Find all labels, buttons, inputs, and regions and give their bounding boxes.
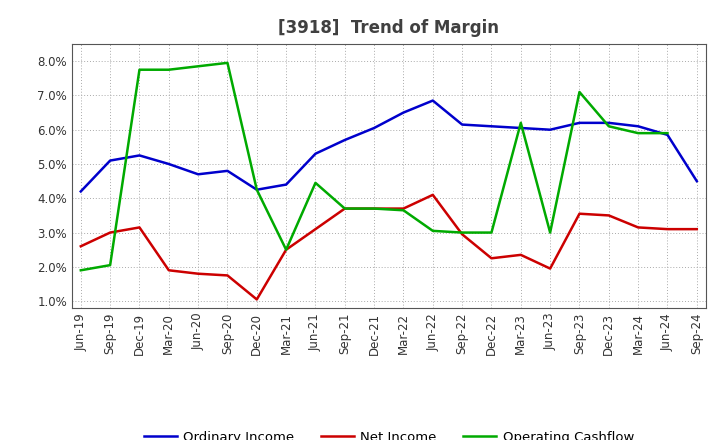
Ordinary Income	[399, 110, 408, 115]
Ordinary Income	[253, 187, 261, 192]
Ordinary Income	[605, 120, 613, 125]
Net Income	[487, 256, 496, 261]
Ordinary Income	[693, 179, 701, 184]
Ordinary Income	[487, 124, 496, 129]
Ordinary Income	[634, 124, 642, 129]
Operating Cashflow	[341, 206, 349, 211]
Operating Cashflow	[605, 124, 613, 129]
Line: Operating Cashflow: Operating Cashflow	[81, 63, 667, 270]
Ordinary Income	[370, 125, 379, 131]
Net Income	[370, 206, 379, 211]
Operating Cashflow	[311, 180, 320, 186]
Ordinary Income	[516, 125, 525, 131]
Operating Cashflow	[164, 67, 173, 72]
Operating Cashflow	[663, 131, 672, 136]
Net Income	[223, 273, 232, 278]
Operating Cashflow	[575, 89, 584, 95]
Ordinary Income	[194, 172, 202, 177]
Net Income	[399, 206, 408, 211]
Net Income	[76, 244, 85, 249]
Ordinary Income	[282, 182, 290, 187]
Net Income	[253, 297, 261, 302]
Ordinary Income	[428, 98, 437, 103]
Ordinary Income	[164, 161, 173, 167]
Net Income	[605, 213, 613, 218]
Operating Cashflow	[194, 64, 202, 69]
Operating Cashflow	[399, 208, 408, 213]
Net Income	[106, 230, 114, 235]
Net Income	[575, 211, 584, 216]
Ordinary Income	[341, 137, 349, 143]
Net Income	[693, 227, 701, 232]
Legend: Ordinary Income, Net Income, Operating Cashflow: Ordinary Income, Net Income, Operating C…	[138, 425, 639, 440]
Ordinary Income	[223, 168, 232, 173]
Operating Cashflow	[428, 228, 437, 234]
Operating Cashflow	[253, 187, 261, 192]
Net Income	[282, 247, 290, 253]
Operating Cashflow	[135, 67, 144, 72]
Line: Net Income: Net Income	[81, 195, 697, 300]
Operating Cashflow	[487, 230, 496, 235]
Ordinary Income	[546, 127, 554, 132]
Ordinary Income	[458, 122, 467, 127]
Operating Cashflow	[223, 60, 232, 66]
Operating Cashflow	[634, 131, 642, 136]
Ordinary Income	[76, 189, 85, 194]
Operating Cashflow	[458, 230, 467, 235]
Net Income	[135, 225, 144, 230]
Net Income	[428, 192, 437, 198]
Ordinary Income	[663, 132, 672, 137]
Ordinary Income	[106, 158, 114, 163]
Ordinary Income	[575, 120, 584, 125]
Title: [3918]  Trend of Margin: [3918] Trend of Margin	[279, 19, 499, 37]
Operating Cashflow	[516, 120, 525, 125]
Net Income	[311, 227, 320, 232]
Net Income	[194, 271, 202, 276]
Operating Cashflow	[282, 247, 290, 253]
Operating Cashflow	[546, 230, 554, 235]
Ordinary Income	[311, 151, 320, 156]
Operating Cashflow	[370, 206, 379, 211]
Line: Ordinary Income: Ordinary Income	[81, 101, 697, 191]
Operating Cashflow	[106, 263, 114, 268]
Net Income	[458, 231, 467, 237]
Operating Cashflow	[76, 268, 85, 273]
Ordinary Income	[135, 153, 144, 158]
Net Income	[341, 206, 349, 211]
Net Income	[516, 252, 525, 257]
Net Income	[634, 225, 642, 230]
Net Income	[663, 227, 672, 232]
Net Income	[164, 268, 173, 273]
Net Income	[546, 266, 554, 271]
